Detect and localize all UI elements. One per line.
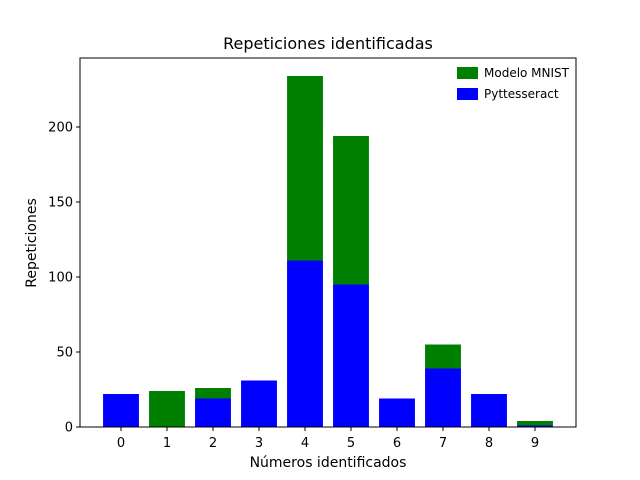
x-tick-label: 6	[393, 436, 401, 451]
x-tick-label: 4	[301, 436, 309, 451]
y-tick-label: 50	[56, 346, 73, 361]
y-tick-label: 0	[65, 421, 73, 436]
bar-pyttesseract-0	[103, 394, 139, 427]
bar-pyttesseract-4	[287, 260, 323, 427]
bar-pyttesseract-9	[517, 425, 553, 427]
bar-pyttesseract-2	[195, 398, 231, 427]
x-tick-label: 5	[347, 436, 355, 451]
x-tick-label: 3	[255, 436, 263, 451]
bars-group	[103, 76, 553, 427]
x-tick-label: 0	[117, 436, 125, 451]
chart-title: Repeticiones identificadas	[223, 34, 433, 53]
bar-modelo-mnist-4	[287, 76, 323, 261]
x-axis-label: Números identificados	[250, 455, 407, 471]
x-tick-label: 8	[485, 436, 493, 451]
legend-label: Modelo MNIST	[484, 66, 570, 80]
x-axis: 0 1 2 3 4 5 6 7 8 9	[117, 427, 539, 451]
bar-pyttesseract-6	[379, 398, 415, 427]
bar-modelo-mnist-9	[517, 421, 553, 426]
y-tick-label: 200	[48, 121, 73, 136]
x-tick-label: 2	[209, 436, 217, 451]
legend-swatch	[457, 67, 478, 79]
y-tick-label: 100	[48, 271, 73, 286]
bar-modelo-mnist-5	[333, 136, 369, 285]
bar-pyttesseract-5	[333, 284, 369, 427]
bar-modelo-mnist-1	[149, 391, 185, 427]
legend: Modelo MNIST Pyttesseract	[457, 66, 570, 101]
y-axis: 0 50 100 150 200	[48, 121, 80, 436]
legend-swatch	[457, 88, 478, 100]
legend-label: Pyttesseract	[484, 87, 559, 101]
y-tick-label: 150	[48, 196, 73, 211]
x-tick-label: 7	[439, 436, 447, 451]
x-tick-label: 1	[163, 436, 171, 451]
bar-pyttesseract-3	[241, 380, 277, 427]
bar-pyttesseract-7	[425, 368, 461, 427]
y-axis-label: Repeticiones	[24, 198, 40, 288]
bar-modelo-mnist-2	[195, 388, 231, 399]
x-tick-label: 9	[531, 436, 539, 451]
bar-pyttesseract-8	[471, 394, 507, 427]
plot-frame	[79, 57, 577, 428]
bar-modelo-mnist-7	[425, 344, 461, 369]
